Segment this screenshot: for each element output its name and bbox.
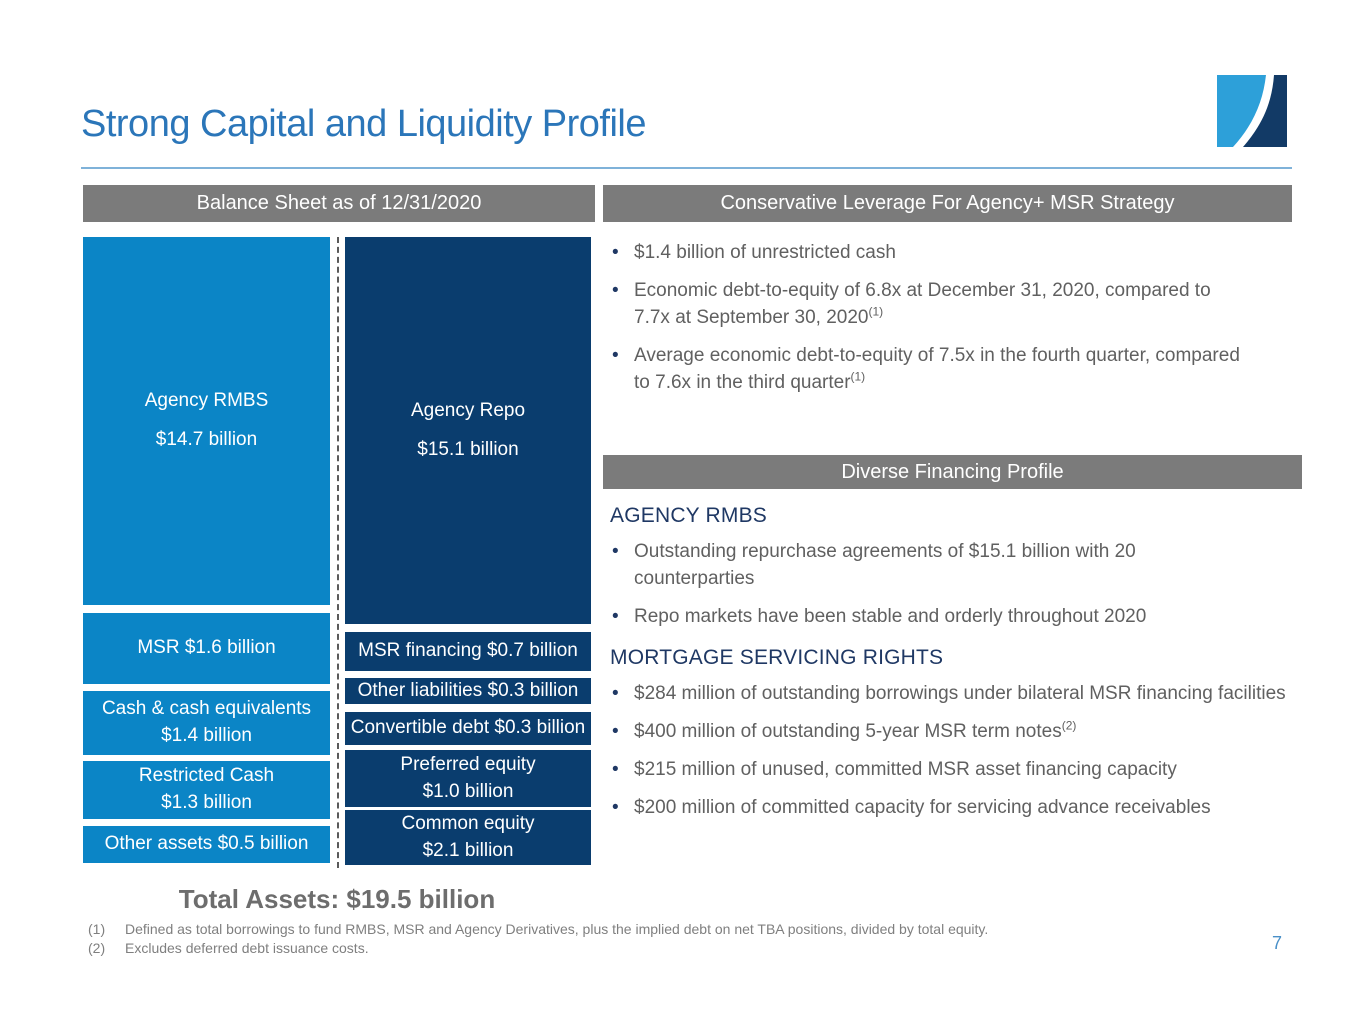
segment-value: $1.3 billion (161, 792, 252, 813)
assets-column: Agency RMBS $14.7 billion MSR $1.6 billi… (83, 237, 330, 868)
segment-label: Agency RMBS (144, 390, 269, 412)
list-item: $215 million of unused, committed MSR as… (610, 756, 1310, 783)
footnote-text: Excludes deferred debt issuance costs. (125, 940, 369, 956)
liabilities-column: Agency Repo $15.1 billion MSR financing … (345, 237, 591, 868)
segment-convertible-debt: Convertible debt $0.3 billion (345, 712, 591, 745)
leverage-header-label: Conservative Leverage For Agency+ MSR St… (720, 192, 1175, 214)
bullet-text: Repo markets have been stable and orderl… (634, 606, 1147, 627)
list-item: $200 million of committed capacity for s… (610, 794, 1310, 821)
agency-rmbs-bullet-list: Outstanding repurchase agreements of $15… (610, 538, 1230, 641)
segment-label: MSR $1.6 billion (137, 637, 276, 659)
segment-preferred-equity: Preferred equity $1.0 billion (345, 750, 591, 807)
balance-sheet-header-bar: Balance Sheet as of 12/31/2020 (83, 185, 595, 222)
segment-cash-equivalents: Cash & cash equivalents $1.4 billion (83, 691, 330, 755)
total-assets-label: Total Assets: $19.5 billion (178, 884, 496, 914)
title-divider (81, 167, 1292, 169)
balance-sheet-header-label: Balance Sheet as of 12/31/2020 (196, 192, 482, 214)
footnote-ref: (1) (868, 304, 884, 319)
footnote-1: (1) Defined as total borrowings to fund … (88, 920, 988, 939)
bullet-text: $1.4 billion of unrestricted cash (634, 242, 896, 263)
segment-label: Other liabilities $0.3 billion (357, 679, 579, 701)
list-item: $400 million of outstanding 5-year MSR t… (610, 718, 1310, 745)
bullet-text: Average economic debt-to-equity of 7.5x … (634, 345, 1240, 393)
bullet-text: Economic debt-to-equity of 6.8x at Decem… (634, 280, 1211, 328)
segment-label: Convertible debt $0.3 billion (350, 717, 586, 739)
footnotes: (1) Defined as total borrowings to fund … (88, 920, 988, 958)
chart-column-gap (330, 237, 345, 868)
list-item: Repo markets have been stable and orderl… (610, 603, 1230, 630)
segment-value: $15.1 billion (417, 438, 519, 460)
segment-label: Agency Repo (410, 399, 526, 421)
company-logo-icon (1217, 75, 1287, 147)
bullet-text: $284 million of outstanding borrowings u… (634, 683, 1286, 704)
segment-other-assets: Other assets $0.5 billion (83, 826, 330, 863)
segment-value: $2.1 billion (422, 839, 514, 861)
diverse-financing-header-bar: Diverse Financing Profile (603, 455, 1302, 489)
segment-restricted-cash: Restricted Cash $1.3 billion (83, 761, 330, 819)
agency-rmbs-section-title: AGENCY RMBS (610, 504, 768, 527)
segment-msr: MSR $1.6 billion (83, 613, 330, 684)
bullet-text: $400 million of outstanding 5-year MSR t… (634, 721, 1062, 742)
footnote-ref: (2) (1061, 718, 1077, 733)
bullet-text: $215 million of unused, committed MSR as… (634, 759, 1177, 780)
msr-section-title: MORTGAGE SERVICING RIGHTS (610, 646, 944, 669)
diverse-financing-header-label: Diverse Financing Profile (841, 460, 1064, 483)
bullet-text: Outstanding repurchase agreements of $15… (634, 541, 1136, 589)
footnote-ref: (1) (850, 369, 866, 384)
segment-agency-repo: Agency Repo $15.1 billion (345, 237, 591, 624)
dashed-divider (336, 237, 339, 868)
list-item: Average economic debt-to-equity of 7.5x … (610, 342, 1240, 396)
leverage-header-bar: Conservative Leverage For Agency+ MSR St… (603, 185, 1292, 222)
segment-value: $1.0 billion (422, 780, 514, 802)
list-item: $1.4 billion of unrestricted cash (610, 239, 1240, 266)
footnote-text: Defined as total borrowings to fund RMBS… (125, 921, 989, 937)
leverage-bullet-list: $1.4 billion of unrestricted cash Econom… (610, 239, 1240, 407)
segment-value: $1.4 billion (161, 725, 252, 746)
segment-msr-financing: MSR financing $0.7 billion (345, 632, 591, 671)
segment-label: Other assets $0.5 billion (104, 833, 309, 855)
footnote-number: (1) (88, 921, 106, 937)
segment-label: Cash & cash equivalents (101, 698, 312, 720)
segment-value: $14.7 billion (155, 429, 258, 450)
footnote-2: (2) Excludes deferred debt issuance cost… (88, 939, 988, 958)
list-item: Outstanding repurchase agreements of $15… (610, 538, 1230, 592)
segment-label: Restricted Cash (138, 765, 275, 787)
msr-bullet-list: $284 million of outstanding borrowings u… (610, 680, 1310, 832)
list-item: $284 million of outstanding borrowings u… (610, 680, 1310, 707)
balance-sheet-chart: Agency RMBS $14.7 billion MSR $1.6 billi… (83, 237, 591, 868)
segment-label: MSR financing $0.7 billion (358, 640, 578, 662)
segment-label: Common equity (401, 812, 535, 834)
segment-other-liabilities: Other liabilities $0.3 billion (345, 678, 591, 704)
page-number: 7 (1272, 933, 1283, 953)
footnote-number: (2) (88, 940, 106, 956)
list-item: Economic debt-to-equity of 6.8x at Decem… (610, 277, 1240, 331)
segment-common-equity: Common equity $2.1 billion (345, 810, 591, 865)
segment-agency-rmbs: Agency RMBS $14.7 billion (83, 237, 330, 605)
bullet-text: $200 million of committed capacity for s… (634, 797, 1211, 818)
segment-label: Preferred equity (400, 753, 536, 775)
page-title: Strong Capital and Liquidity Profile (81, 103, 647, 145)
